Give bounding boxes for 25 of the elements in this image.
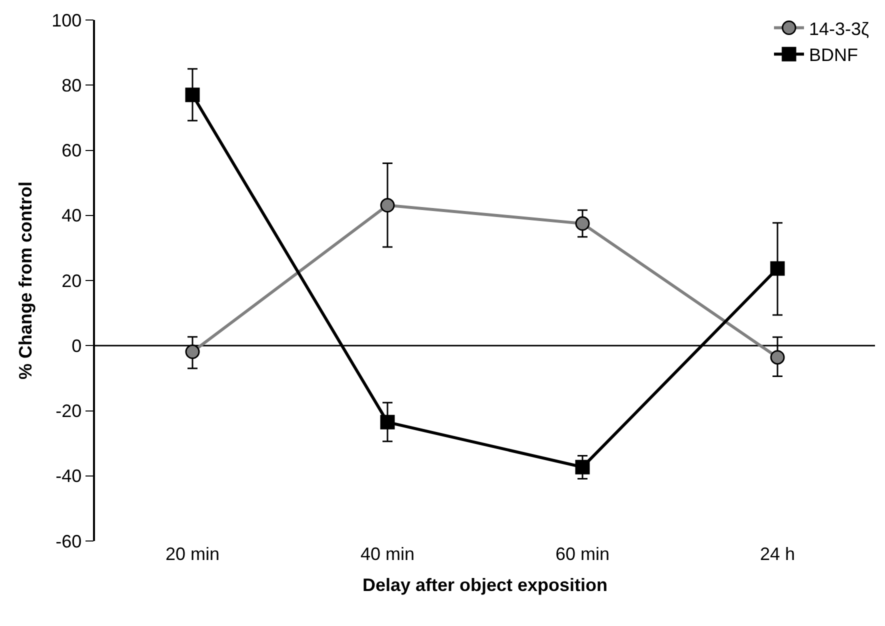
point [770, 350, 785, 365]
y-axis-title: % Change from control [15, 181, 36, 380]
point [185, 88, 200, 102]
y-tick-label: 80 [62, 75, 82, 96]
point [575, 216, 590, 231]
y-tick-label: -40 [56, 466, 82, 486]
point [380, 198, 395, 213]
x-tick-label: 40 min [360, 544, 415, 564]
y-tick-label: 60 [62, 140, 82, 161]
point [380, 414, 395, 430]
y-tick-label: 40 [62, 206, 82, 226]
x-tick-label: 60 min [555, 544, 610, 564]
y-tick-label: -60 [56, 531, 82, 552]
point [185, 344, 200, 360]
y-tick-label: -20 [56, 401, 82, 422]
point [770, 261, 785, 276]
point [575, 460, 590, 474]
x-tick-label: 24 h [760, 544, 796, 564]
x-axis-title: Delay after object exposition [362, 575, 608, 596]
y-tick-label: 100 [52, 10, 82, 30]
x-tick-label: 20 min [165, 544, 220, 564]
legend-label: BDNF [809, 45, 858, 66]
legend-label: 14-3-3ζ [809, 18, 870, 39]
y-tick-label: 0 [72, 336, 82, 356]
y-tick-label: 20 [62, 270, 82, 291]
